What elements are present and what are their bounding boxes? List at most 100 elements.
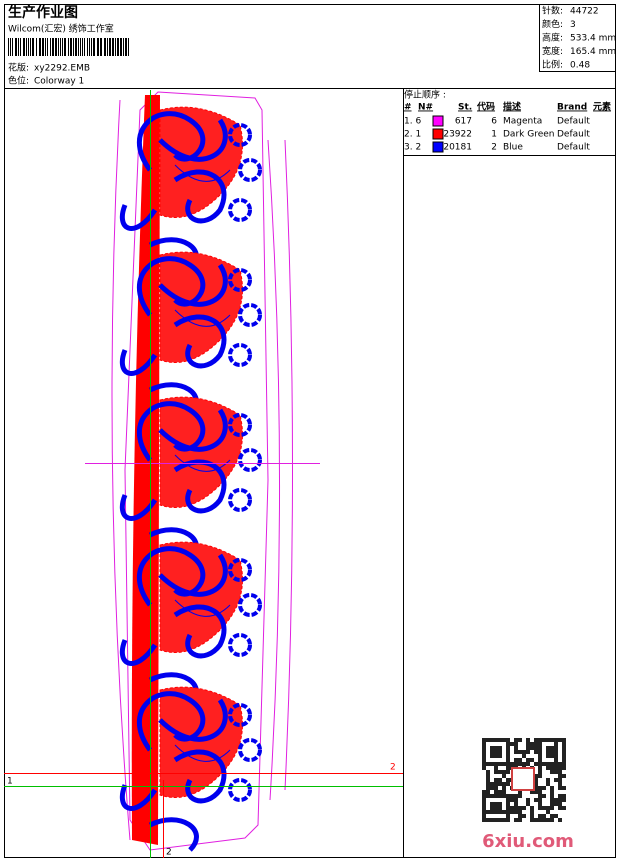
- barcode-bar: [117, 38, 119, 56]
- blue-flower: [228, 778, 252, 802]
- qr-module: [518, 814, 522, 818]
- qr-module: [538, 798, 542, 802]
- brand: Default: [557, 117, 590, 127]
- qr-module: [494, 738, 498, 742]
- qr-module: [486, 794, 490, 798]
- qr-module: [506, 806, 510, 810]
- barcode-bar: [109, 38, 111, 56]
- qr-module: [486, 738, 490, 742]
- outline: [111, 99, 131, 841]
- blue-flower: [228, 703, 252, 727]
- qr-module: [510, 810, 514, 814]
- qr-module: [514, 762, 518, 766]
- qr-module: [526, 738, 530, 742]
- qr-module: [522, 750, 526, 754]
- blue-flower: [238, 303, 262, 327]
- colorway: Colorway 1: [34, 77, 84, 87]
- colorway-label: 色位:: [8, 75, 29, 87]
- barcode-bar: [20, 38, 21, 56]
- qr-module: [554, 746, 558, 750]
- blue-swirl: [119, 256, 228, 417]
- qr-module: [518, 738, 522, 742]
- qr-module: [554, 770, 558, 774]
- qr-module: [506, 746, 510, 750]
- qr-module: [546, 738, 550, 742]
- barcode-bar: [70, 38, 72, 56]
- blue-flower: [228, 123, 252, 147]
- barcode-bar: [93, 38, 95, 56]
- qr-module: [550, 750, 554, 754]
- qr-module: [482, 814, 486, 818]
- qr-module: [490, 818, 494, 822]
- barcode-bar: [32, 38, 34, 56]
- qr-module: [558, 818, 562, 822]
- barcode-bar: [62, 38, 63, 56]
- qr-module: [490, 810, 494, 814]
- qr-module: [554, 750, 558, 754]
- qr-module: [514, 738, 518, 742]
- row-index: 3. 2: [404, 143, 421, 153]
- barcode-bar: [104, 38, 106, 56]
- qr-module: [506, 794, 510, 798]
- qr-module: [554, 798, 558, 802]
- qr-module: [514, 806, 518, 810]
- outline: [124, 91, 269, 851]
- blue-flower: [228, 488, 252, 512]
- qr-module: [550, 770, 554, 774]
- qr-module: [526, 750, 530, 754]
- qr-module: [514, 810, 518, 814]
- blue-swirl: [119, 546, 228, 707]
- qr-module: [546, 778, 550, 782]
- qr-module: [506, 798, 510, 802]
- qr-module: [530, 810, 534, 814]
- qr-module: [506, 754, 510, 758]
- qr-module: [502, 786, 506, 790]
- qr-module: [494, 810, 498, 814]
- qr-module: [494, 806, 498, 810]
- stat-value: 44722: [570, 7, 599, 17]
- qr-module: [514, 794, 518, 798]
- qr-module: [534, 742, 538, 746]
- qr-module: [494, 770, 498, 774]
- qr-module: [562, 786, 566, 790]
- qr-module: [534, 762, 538, 766]
- qr-module: [530, 746, 534, 750]
- qr-module: [550, 738, 554, 742]
- qr-module: [482, 738, 486, 742]
- qr-module: [550, 790, 554, 794]
- qr-module: [502, 818, 506, 822]
- qr-module: [558, 798, 562, 802]
- design-label: 花版:: [8, 62, 29, 74]
- qr-module: [518, 810, 522, 814]
- barcode-bar: [91, 38, 92, 56]
- qr-module: [502, 762, 506, 766]
- qr-module: [502, 794, 506, 798]
- qr-module: [510, 798, 514, 802]
- description: Magenta: [503, 117, 542, 127]
- qr-module: [546, 818, 550, 822]
- qr-module: [538, 742, 542, 746]
- qr-module: [558, 766, 562, 770]
- qr-module: [550, 814, 554, 818]
- qr-module: [518, 818, 522, 822]
- marker: 2: [390, 763, 396, 773]
- barcode-bar: [28, 38, 29, 56]
- qr-module: [530, 806, 534, 810]
- blue-flower: [238, 593, 262, 617]
- qr-module: [514, 750, 518, 754]
- qr-module: [498, 790, 502, 794]
- barcode-bar: [75, 38, 77, 56]
- barcode-bar: [50, 38, 51, 56]
- qr-module: [486, 762, 490, 766]
- blue-flower: [228, 558, 252, 582]
- description: Blue: [503, 143, 523, 153]
- qr-module: [558, 778, 562, 782]
- qr-module: [534, 782, 538, 786]
- column-header: 代码: [476, 101, 495, 113]
- qr-module: [562, 774, 566, 778]
- qr-module: [506, 766, 510, 770]
- stat-value: 165.4 mm: [570, 47, 616, 57]
- qr-module: [486, 770, 490, 774]
- qr-module: [530, 790, 534, 794]
- qr-module: [538, 794, 542, 798]
